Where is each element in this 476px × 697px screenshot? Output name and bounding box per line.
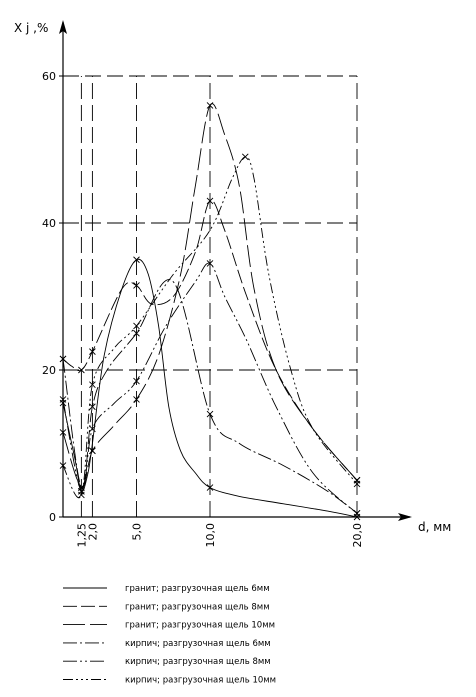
series-3-point-5 — [206, 102, 214, 109]
series-3-point-3 — [89, 447, 96, 455]
series-5-point-6 — [353, 510, 361, 517]
series-5-point-5 — [206, 260, 214, 267]
y-axis-title: X j ,% — [14, 21, 48, 35]
series — [59, 102, 361, 521]
legend-label-5: кирпич; разгрузочная щель 8мм — [125, 657, 271, 667]
series-5-point-1 — [59, 396, 67, 403]
series-6-point-5 — [241, 153, 249, 161]
x-tick-label-2: 5,0 — [131, 523, 144, 541]
y-tick-label-0: 0 — [49, 511, 56, 524]
series-3-point-1 — [59, 429, 67, 436]
x-axis-title: d, мм — [418, 520, 451, 534]
series-4-point-4 — [133, 329, 140, 337]
legend-label-2: гранит; разгрузочная щель 8мм — [125, 602, 270, 612]
series-2-point-4 — [133, 282, 140, 289]
tick-labels: 0 20 40 60 1,252,0 5,0 10,0 20,0 — [42, 70, 364, 548]
x-tick-label-0: 1,25 — [75, 523, 88, 548]
series-4-point-5 — [206, 410, 214, 418]
series-6-point-3 — [89, 381, 96, 389]
legend-label-4: кирпич; разгрузочная щель 6мм — [125, 639, 271, 649]
series-line-6 — [62, 156, 358, 499]
series-1-point-5 — [206, 484, 214, 491]
x-tick-label-4: 20,0 — [351, 523, 364, 548]
x-tick-label-1: 2,0 — [86, 523, 99, 541]
grid — [63, 75, 358, 517]
series-5-point-4 — [133, 377, 140, 385]
series-2-point-5 — [206, 197, 214, 205]
series-6-point-2 — [78, 491, 85, 499]
series-4-point-1 — [59, 355, 67, 363]
series-2-point-2 — [78, 366, 85, 374]
series-line-1 — [62, 258, 358, 518]
series-line-2 — [62, 200, 358, 481]
axes — [59, 20, 412, 521]
y-tick-label-3: 60 — [42, 70, 56, 83]
legend-label-6: кирпич; разгрузочная щель 10мм — [125, 676, 276, 686]
series-line-3 — [62, 103, 358, 489]
series-3-point-4 — [133, 396, 140, 403]
series-1-point-4 — [133, 256, 140, 264]
series-2-point-3 — [89, 348, 96, 355]
series-6-point-4 — [133, 322, 140, 330]
y-tick-label-2: 40 — [42, 217, 56, 230]
series-4-point-3 — [89, 403, 96, 411]
series-5-point-3 — [89, 425, 96, 433]
legend: гранит; разгрузочная щель 6мм гранит; раз… — [63, 584, 276, 686]
series-6-point-6 — [353, 480, 361, 488]
legend-label-3: гранит; разгрузочная щель 10мм — [125, 621, 275, 631]
legend-label-1: гранит; разгрузочная щель 6мм — [125, 584, 270, 594]
series-line-5 — [62, 262, 358, 514]
y-tick-label-1: 20 — [42, 364, 56, 377]
x-tick-label-3: 10,0 — [204, 523, 217, 548]
series-6-point-1 — [59, 462, 67, 469]
